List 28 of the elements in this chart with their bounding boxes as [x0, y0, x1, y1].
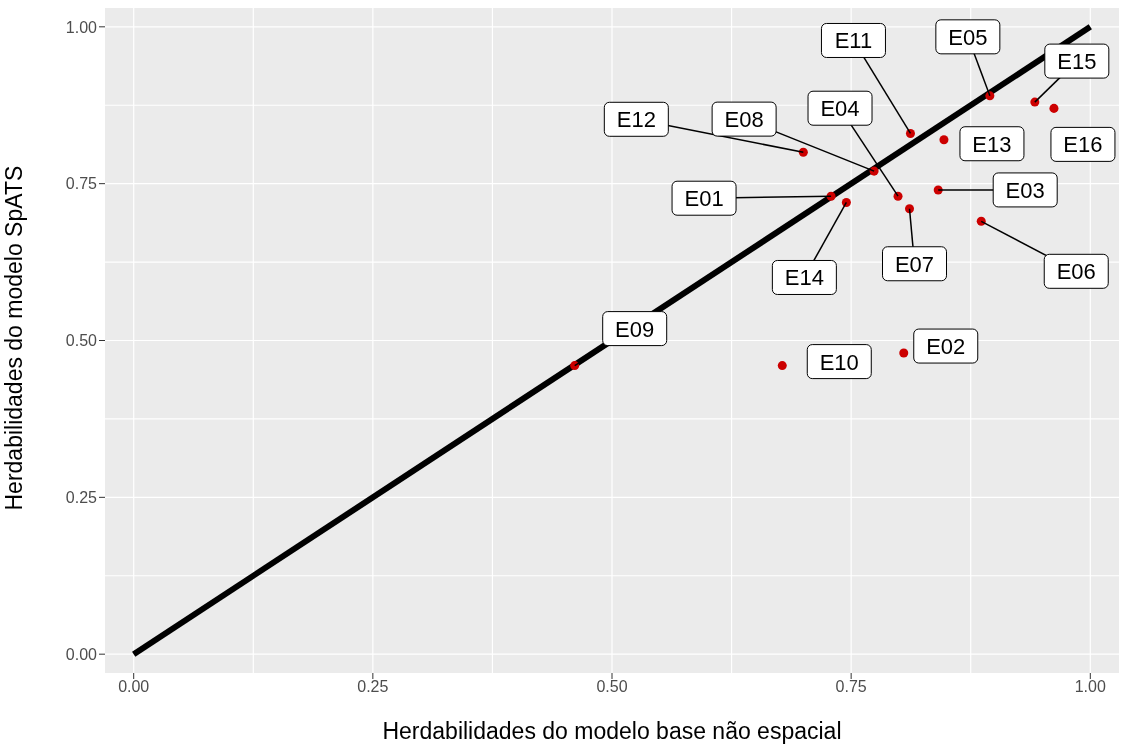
x-tick-label: 1.00 — [1074, 678, 1106, 696]
y-axis-title: Herdabilidades do modelo SpATS — [1, 165, 28, 511]
annotation: E11 — [834, 28, 873, 54]
y-tick-label: 1.00 — [65, 18, 98, 36]
x-tick-label: 0.75 — [835, 678, 867, 696]
annotation: E02 — [926, 334, 966, 360]
y-tick-label: 0.50 — [65, 332, 98, 350]
x-tick-label: 0.00 — [118, 678, 150, 696]
annotation: E10 — [819, 349, 859, 375]
y-tick-label: 0.75 — [65, 175, 98, 193]
annotation: E12 — [616, 107, 656, 133]
x-axis-title: Herdabilidades do modelo base não espacial — [382, 718, 842, 744]
annotation: E08 — [724, 107, 764, 133]
annotation: E15 — [1057, 49, 1097, 75]
annotation: E13 — [972, 131, 1012, 157]
annotation: E04 — [820, 96, 860, 122]
annotation: E03 — [1005, 177, 1045, 203]
annotation: E14 — [784, 265, 824, 291]
annotation: E06 — [1056, 259, 1096, 285]
y-tick-label: 0.25 — [65, 489, 98, 507]
annotation: E16 — [1063, 132, 1103, 158]
x-tick-label: 0.50 — [596, 678, 628, 696]
annotation: E09 — [615, 316, 655, 342]
annotation: E01 — [684, 186, 724, 212]
annotation: E07 — [894, 251, 935, 277]
annotation: E05 — [948, 24, 988, 50]
x-tick-label: 0.25 — [357, 678, 389, 696]
y-tick-label: 0.00 — [65, 645, 98, 663]
